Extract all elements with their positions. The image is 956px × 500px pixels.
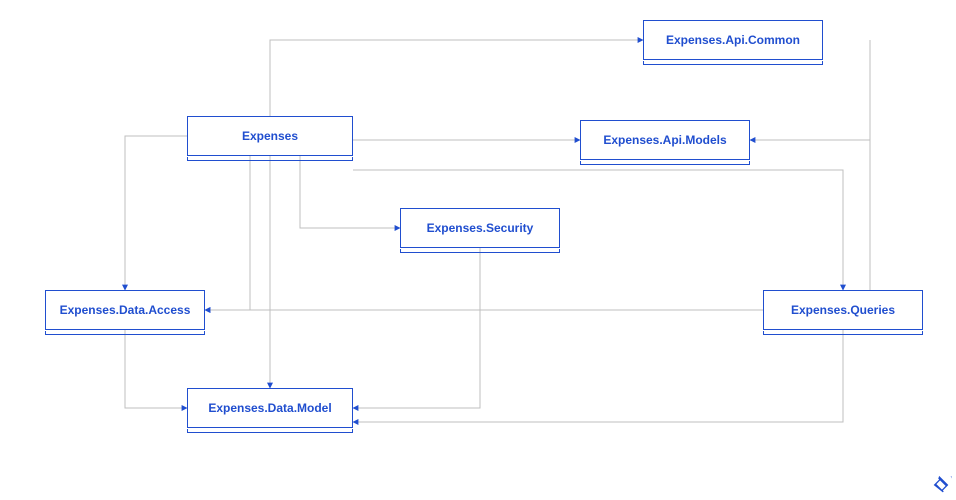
node-label: Expenses.Api.Common [666,33,800,47]
node-api_models: Expenses.Api.Models [580,120,750,160]
node-label: Expenses.Security [427,221,534,235]
edge-expenses-to-security [300,156,400,228]
node-data_model: Expenses.Data.Model [187,388,353,428]
edge-queries-to-data_model [353,330,843,422]
node-expenses: Expenses [187,116,353,156]
node-label: Expenses [242,129,298,143]
toptal-logo-icon: ™ [930,474,952,496]
node-label: Expenses.Api.Models [603,133,726,147]
diagram-canvas: Expenses Expenses.Api.Common Expenses.Api.… [0,0,956,500]
node-queries: Expenses.Queries [763,290,923,330]
node-security: Expenses.Security [400,208,560,248]
edge-expenses-to-data_access [205,156,250,310]
node-label: Expenses.Data.Access [60,303,191,317]
node-label: Expenses.Data.Model [208,401,331,415]
node-api_common: Expenses.Api.Common [643,20,823,60]
svg-text:™: ™ [950,476,952,481]
edge-data_access-to-data_model [125,330,187,408]
node-label: Expenses.Queries [791,303,895,317]
edge-expenses-to-api_common [270,40,643,116]
node-data_access: Expenses.Data.Access [45,290,205,330]
edge-expenses-to-data_access [125,136,187,290]
edge-security-to-data_model [353,248,480,408]
